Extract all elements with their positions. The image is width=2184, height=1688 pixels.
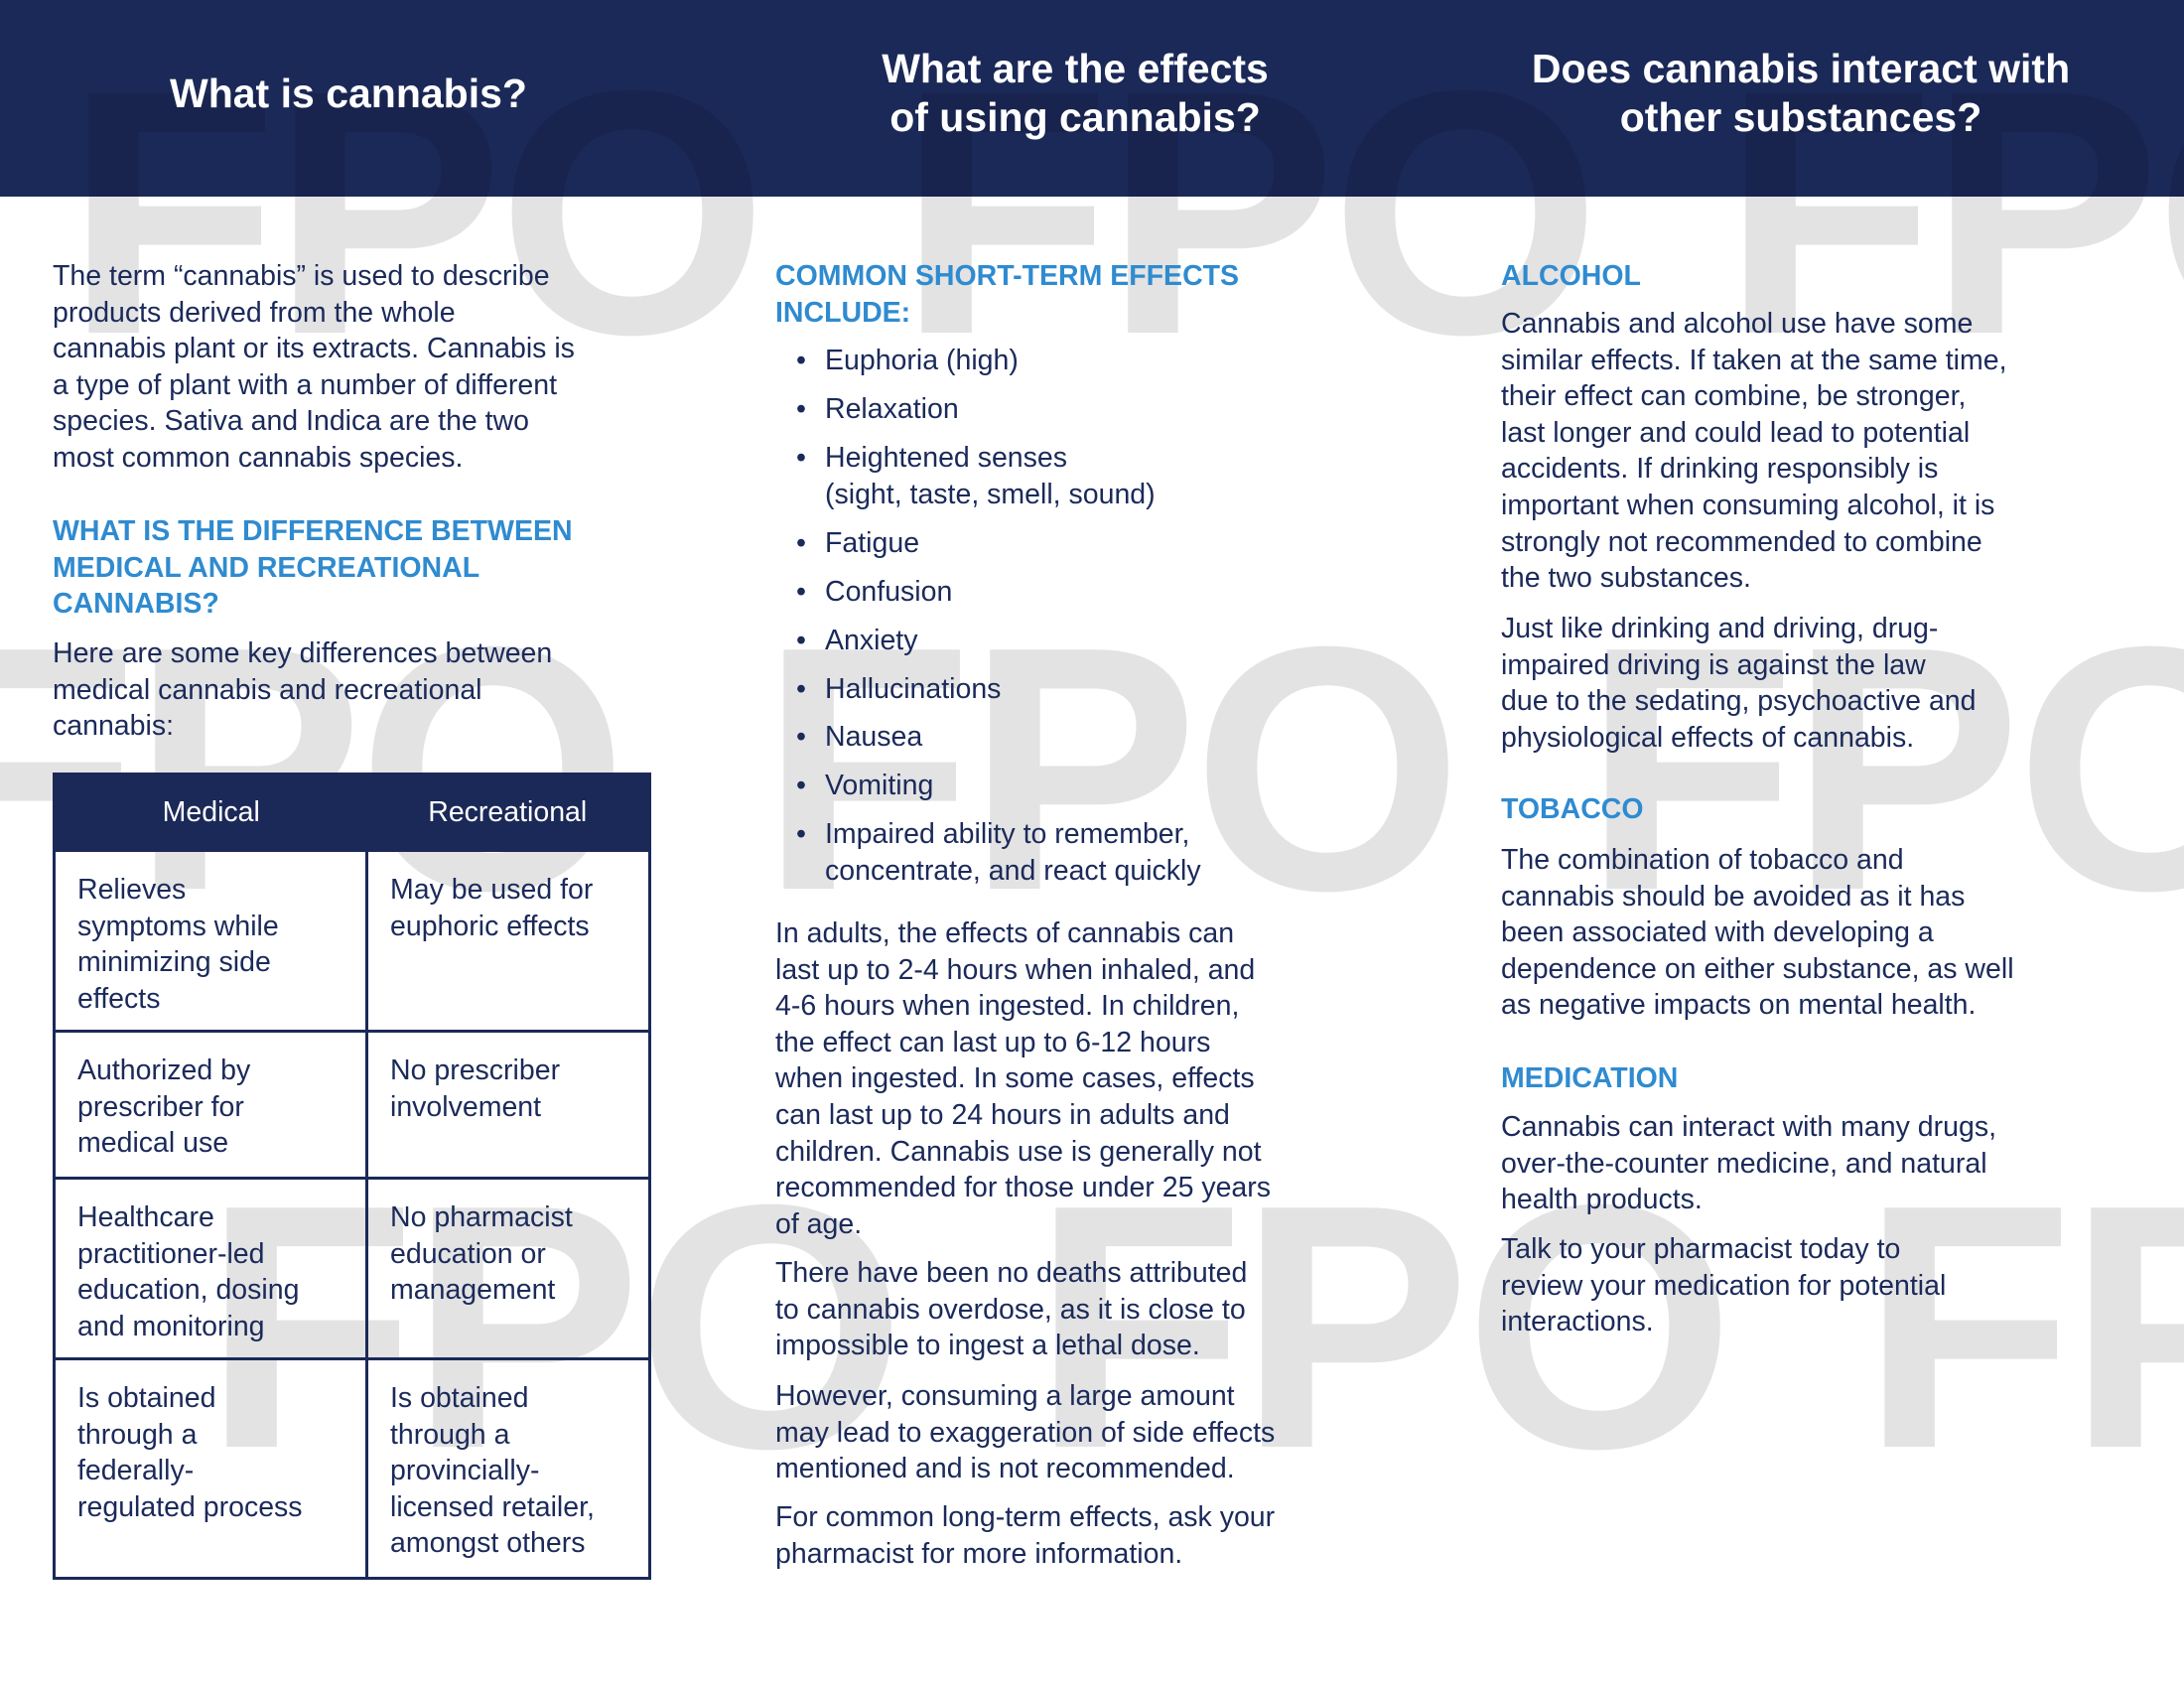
bullet-icon: • <box>796 441 806 474</box>
list-item: • Fatigue <box>775 525 1201 562</box>
list-item: • Hallucinations <box>775 671 1201 708</box>
medication-paragraph: Cannabis can interact with many drugs, o… <box>1501 1111 1997 1216</box>
bullet-icon: • <box>796 575 806 608</box>
list-item: • Confusion <box>775 574 1201 611</box>
medication-heading: MEDICATION <box>1501 1062 1679 1094</box>
tobacco-heading: TOBACCO <box>1501 793 1644 825</box>
cell-medical: Is obtained through a federally- regulat… <box>53 1357 368 1580</box>
table-header-row: Medical Recreational <box>54 774 650 851</box>
effect-text: Nausea <box>825 721 923 754</box>
table-row: Is obtained through a federally- regulat… <box>53 1357 651 1580</box>
cell-medical: Authorized by prescriber for medical use <box>53 1030 368 1180</box>
cell-recreational: No pharmacist education or management <box>365 1177 651 1360</box>
bullet-icon: • <box>796 392 806 425</box>
header-recreational: Recreational <box>366 774 650 851</box>
short-term-effects-subheading: COMMON SHORT-TERM EFFECTS INCLUDE: <box>775 260 1240 329</box>
list-item: • Relaxation <box>775 391 1201 428</box>
alcohol-heading: ALCOHOL <box>1501 260 1641 292</box>
effect-text: Impaired ability to remember, concentrat… <box>825 818 1201 888</box>
bullet-icon: • <box>796 624 806 656</box>
bullet-icon: • <box>796 721 806 754</box>
effect-text: Vomiting <box>825 770 934 802</box>
effect-text: Hallucinations <box>825 672 1002 705</box>
effects-list: • Euphoria (high) • Relaxation • Heightened… <box>775 343 1201 902</box>
table-row: Relieves symptoms while minimizing side … <box>53 849 651 1033</box>
bullet-icon: • <box>796 345 806 376</box>
title-interactions: Does cannabis interact with other substa… <box>1531 46 2071 140</box>
effect-text: Euphoria (high) <box>825 345 1019 376</box>
bullet-icon: • <box>796 770 806 802</box>
header-banner <box>0 0 2184 197</box>
tobacco-paragraph: The combination of tobacco and cannabis … <box>1501 844 2014 1022</box>
bullet-icon: • <box>796 818 806 851</box>
cell-recreational: Is obtained through a provincially- lice… <box>365 1357 651 1580</box>
alcohol-paragraph: Cannabis and alcohol use have some simil… <box>1501 308 2007 595</box>
driving-paragraph: Just like drinking and driving, drug- im… <box>1501 613 1977 754</box>
long-term-paragraph: For common long-term effects, ask your p… <box>775 1501 1276 1570</box>
cell-medical: Relieves symptoms while minimizing side … <box>53 849 368 1033</box>
large-amount-paragraph: However, consuming a large amount may le… <box>775 1380 1276 1485</box>
duration-paragraph: In adults, the effects of cannabis can l… <box>775 917 1272 1240</box>
table-row: Authorized by prescriber for medical use… <box>53 1030 651 1180</box>
difference-lead: Here are some key differences between me… <box>53 637 553 743</box>
cell-recreational: May be used for euphoric effects <box>365 849 651 1033</box>
list-item: • Euphoria (high) <box>775 343 1201 379</box>
list-item: • Nausea <box>775 719 1201 756</box>
comparison-table: Medical Recreational Relieves symptoms w… <box>53 773 651 1580</box>
header-medical: Medical <box>54 774 367 851</box>
effect-text: Confusion <box>825 575 953 608</box>
bullet-icon: • <box>796 526 806 559</box>
list-item: • Vomiting <box>775 768 1201 804</box>
pharmacist-paragraph: Talk to your pharmacist today to review … <box>1501 1233 1947 1338</box>
list-item: • Anxiety <box>775 623 1201 659</box>
effect-text: Heightened senses (sight, taste, smell, … <box>825 441 1156 510</box>
overdose-paragraph: There have been no deaths attributed to … <box>775 1257 1248 1362</box>
list-item: • Impaired ability to remember, concentra… <box>775 816 1201 889</box>
cell-recreational: No prescriber involvement <box>365 1030 651 1180</box>
intro-paragraph: The term “cannabis” is used to describe … <box>53 260 575 474</box>
table-row: Healthcare practitioner-led education, d… <box>53 1177 651 1360</box>
bullet-icon: • <box>796 672 806 705</box>
title-what-is-cannabis: What is cannabis? <box>170 70 527 116</box>
effect-text: Anxiety <box>825 624 918 656</box>
cell-medical: Healthcare practitioner-led education, d… <box>53 1177 368 1360</box>
difference-subheading: WHAT IS THE DIFFERENCE BETWEEN MEDICAL A… <box>53 515 573 621</box>
list-item: • Heightened senses (sight, taste, smell,… <box>775 440 1201 512</box>
title-effects: What are the effects of using cannabis? <box>882 46 1269 140</box>
effect-text: Fatigue <box>825 526 920 559</box>
effect-text: Relaxation <box>825 392 959 425</box>
